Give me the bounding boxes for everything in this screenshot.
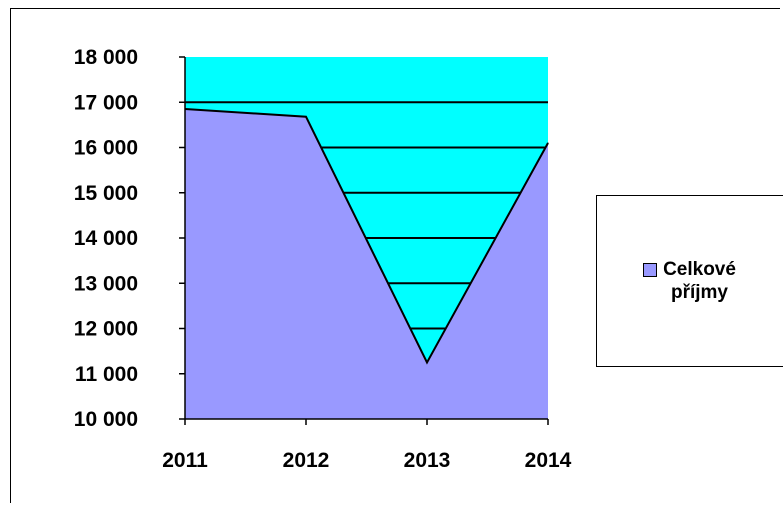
- y-tick-label: 18 000: [74, 46, 138, 69]
- chart-frame: [10, 8, 780, 503]
- y-tick-label: 15 000: [74, 182, 138, 205]
- y-tick-label: 12 000: [74, 318, 138, 341]
- y-tick-label: 10 000: [74, 408, 138, 431]
- y-tick-label: 16 000: [74, 137, 138, 160]
- legend-label: Celkové příjmy: [663, 259, 736, 303]
- y-tick-label: 13 000: [74, 272, 138, 295]
- y-tick-label: 11 000: [75, 363, 138, 386]
- y-tick-label: 17 000: [74, 91, 138, 114]
- x-tick-label: 2011: [162, 449, 208, 472]
- data-point-2014: [547, 142, 549, 144]
- data-point-2012: [305, 116, 307, 118]
- x-tick-label: 2014: [525, 449, 572, 472]
- x-tick-label: 2013: [404, 449, 451, 472]
- legend-swatch: [642, 263, 657, 277]
- x-tick-label: 2012: [283, 449, 330, 472]
- data-point-2013: [426, 361, 428, 363]
- area-series-0: [185, 109, 548, 419]
- area-series-outline-0: [184, 108, 549, 365]
- legend: Celkové příjmy: [596, 195, 783, 367]
- y-tick-label: 14 000: [74, 227, 138, 250]
